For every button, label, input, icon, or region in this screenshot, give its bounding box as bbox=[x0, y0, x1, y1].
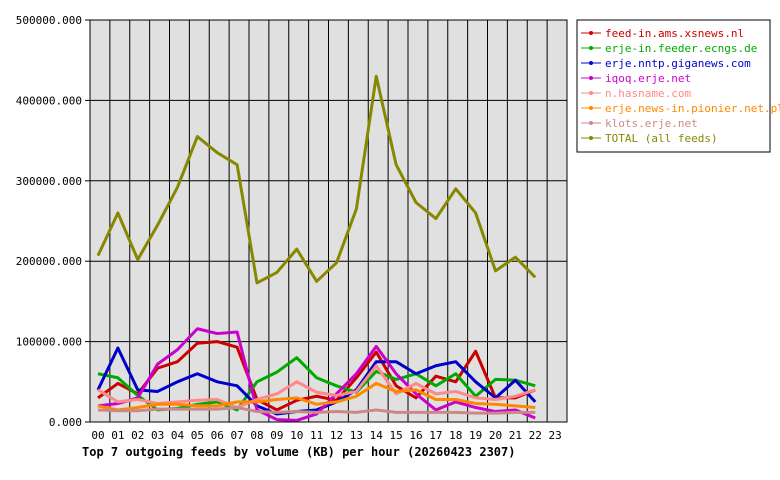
legend-label: n.hasname.com bbox=[605, 87, 691, 100]
x-tick-label: 15 bbox=[390, 429, 403, 442]
series-line-8 bbox=[96, 74, 537, 285]
legend-swatch-marker bbox=[589, 61, 593, 65]
legend-label: erje.nntp.giganews.com bbox=[605, 57, 751, 70]
x-tick-label: 18 bbox=[449, 429, 462, 442]
x-tick-label: 23 bbox=[549, 429, 562, 442]
legend-swatch-marker bbox=[589, 121, 593, 125]
legend-swatch-marker bbox=[589, 106, 593, 110]
x-tick-label: 14 bbox=[370, 429, 384, 442]
x-tick-label: 01 bbox=[111, 429, 124, 442]
plot-frame bbox=[89, 19, 568, 423]
x-tick-label: 00 bbox=[91, 429, 104, 442]
x-tick-label: 09 bbox=[270, 429, 283, 442]
legend-swatch-marker bbox=[589, 91, 593, 95]
x-tick-label: 17 bbox=[429, 429, 442, 442]
x-tick-label: 21 bbox=[509, 429, 522, 442]
legend-label: erje-in.feeder.ecngs.de bbox=[605, 42, 757, 55]
x-tick-label: 16 bbox=[409, 429, 422, 442]
legend-box bbox=[576, 19, 771, 153]
series-layer bbox=[96, 74, 537, 422]
x-tick-label: 05 bbox=[191, 429, 204, 442]
series-line-1 bbox=[97, 340, 536, 412]
series-line-5 bbox=[97, 364, 536, 410]
y-tick-label: 400000.000 bbox=[16, 94, 82, 107]
series-line-7 bbox=[97, 406, 536, 415]
series-line-3 bbox=[96, 346, 537, 416]
legend-label: erje.news-in.pionier.net.pl bbox=[605, 102, 780, 115]
x-tick-label: 08 bbox=[250, 429, 263, 442]
y-tick-label: 100000.000 bbox=[16, 336, 82, 349]
legend-swatch-marker bbox=[589, 136, 593, 140]
legend-label: TOTAL (all feeds) bbox=[605, 132, 718, 145]
x-tick-label: 20 bbox=[489, 429, 502, 442]
y-tick-label: 300000.000 bbox=[16, 175, 82, 188]
legend-label: klots.erje.net bbox=[605, 117, 698, 130]
y-tick-label: 500000.000 bbox=[16, 14, 82, 27]
x-tick-label: 04 bbox=[171, 429, 185, 442]
y-tick-label: 0.000 bbox=[49, 416, 82, 429]
x-tick-label: 11 bbox=[310, 429, 323, 442]
x-tick-label: 06 bbox=[211, 429, 224, 442]
x-tick-label: 03 bbox=[151, 429, 164, 442]
y-tick-label: 200000.000 bbox=[16, 255, 82, 268]
legend-label: feed-in.ams.xsnews.nl bbox=[605, 27, 744, 40]
legend-label: iqoq.erje.net bbox=[605, 72, 691, 85]
x-tick-label: 22 bbox=[529, 429, 542, 442]
grid bbox=[89, 19, 567, 423]
legend-swatch-marker bbox=[589, 76, 593, 80]
legend-swatch-marker bbox=[589, 31, 593, 35]
legend: feed-in.ams.xsnews.nl erje-in.feeder.ecng… bbox=[576, 19, 780, 153]
y-axis-ticks: 0.000 100000.000 200000.000 300000.000 40000… bbox=[16, 14, 90, 429]
series-line-4 bbox=[97, 327, 536, 422]
x-axis-ticks: 00 01 02 03 04 05 06 07 08 09 10 11 12 13 14 15 16 17 18 19… bbox=[91, 429, 561, 442]
legend-swatch-marker bbox=[589, 46, 593, 50]
x-tick-label: 12 bbox=[330, 429, 343, 442]
x-tick-label: 07 bbox=[231, 429, 244, 442]
x-tick-label: 10 bbox=[290, 429, 303, 442]
x-tick-label: 02 bbox=[131, 429, 144, 442]
x-tick-label: 19 bbox=[469, 429, 482, 442]
series-line-6 bbox=[97, 381, 536, 412]
x-tick-label: 13 bbox=[350, 429, 363, 442]
chart-caption: Top 7 outgoing feeds by volume (KB) per … bbox=[82, 445, 515, 459]
plot-border bbox=[89, 19, 568, 423]
